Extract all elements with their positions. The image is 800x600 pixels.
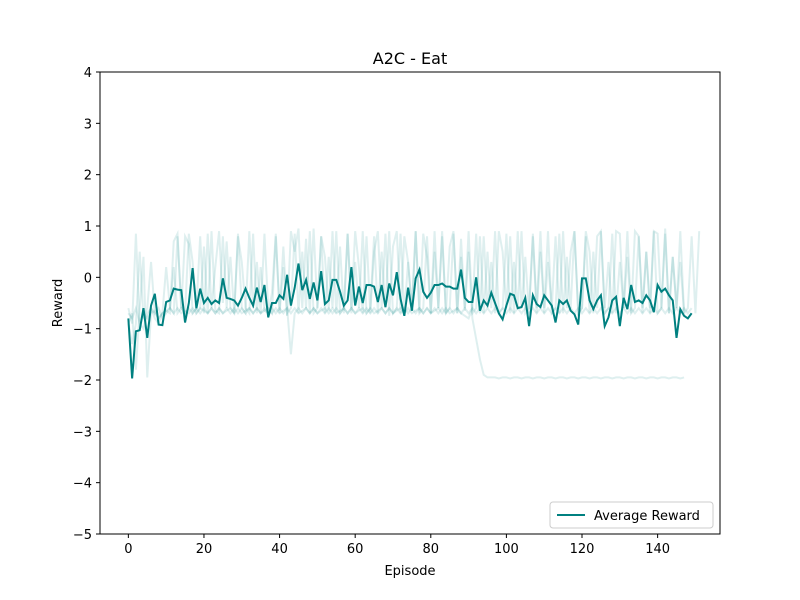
plot-frame xyxy=(99,71,721,535)
y-axis-ticks: −5 −4 −3 −2 −1 0 1 2 3 4 xyxy=(73,66,100,543)
x-tick-label: 0 xyxy=(124,542,132,557)
y-tick-label: −4 xyxy=(73,477,92,492)
x-axis-ticks: 0 20 40 60 80 100 120 140 xyxy=(124,534,670,557)
legend: Average Reward xyxy=(549,501,714,529)
y-tick-label: −1 xyxy=(73,323,92,338)
x-tick-label: 120 xyxy=(570,542,595,557)
average-series xyxy=(127,263,693,379)
y-tick-label: 0 xyxy=(84,271,92,286)
x-tick-label: 100 xyxy=(494,542,519,557)
y-axis-label: Reward xyxy=(51,279,66,327)
run-series-line-4 xyxy=(127,251,693,355)
individual-runs xyxy=(127,228,701,380)
y-tick-label: 4 xyxy=(84,66,92,81)
x-tick-label: 80 xyxy=(423,542,440,557)
chart-title: A2C - Eat xyxy=(373,49,447,68)
run-series-line-1 xyxy=(127,228,685,380)
run-series-line-2 xyxy=(127,231,701,378)
x-tick-label: 140 xyxy=(645,542,670,557)
x-axis-label: Episode xyxy=(384,564,435,579)
y-tick-label: −5 xyxy=(73,528,92,543)
y-tick-label: 3 xyxy=(84,117,92,132)
run-series-line-3 xyxy=(127,228,686,331)
average-reward-line xyxy=(127,263,693,379)
x-tick-label: 20 xyxy=(196,542,213,557)
x-tick-label: 60 xyxy=(347,542,364,557)
y-tick-label: −2 xyxy=(73,374,92,389)
x-tick-label: 40 xyxy=(271,542,288,557)
y-tick-label: 1 xyxy=(84,220,92,235)
legend-label: Average Reward xyxy=(594,509,700,524)
y-tick-label: 2 xyxy=(84,169,92,184)
y-tick-label: −3 xyxy=(73,425,92,440)
legend-box xyxy=(549,501,714,529)
